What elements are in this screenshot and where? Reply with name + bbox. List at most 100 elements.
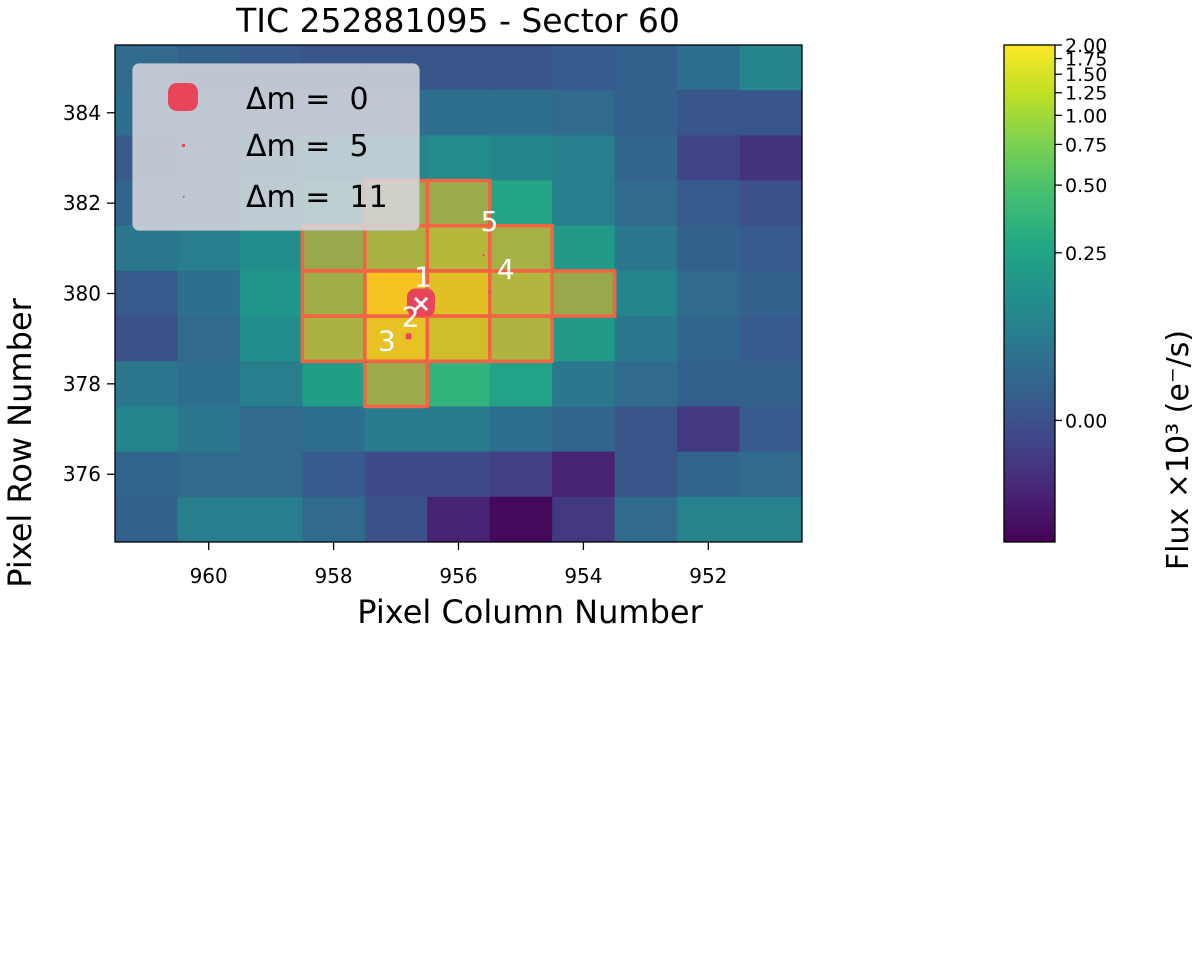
pixel-cell (739, 406, 803, 453)
pixel-cell (364, 451, 428, 498)
compass-east-label: E (911, 715, 924, 739)
pixel-cell (489, 451, 553, 498)
pixel-cell (739, 316, 803, 362)
pixel-cell (115, 361, 178, 407)
colorbar-tick-label: 0.25 (1065, 243, 1107, 265)
pixel-cell (552, 135, 616, 181)
pixel-cell (614, 90, 678, 136)
pixel-cell (489, 90, 553, 136)
pixel-cell (739, 496, 803, 543)
aperture-pixel-fill (364, 361, 428, 407)
pixel-cell (677, 451, 740, 498)
colorbar-gradient (1004, 45, 1055, 542)
pixel-cell (177, 406, 241, 453)
compass: E N (788, 715, 923, 860)
pixel-cell (739, 361, 803, 407)
pixel-cell (115, 270, 178, 317)
aperture-pixel-fill (302, 316, 365, 362)
pixel-cell (177, 225, 241, 272)
pixel-cell (614, 316, 678, 362)
pixel-cell (739, 90, 803, 136)
pixel-cell (677, 406, 740, 453)
pixel-cell (239, 225, 303, 272)
pixel-cell (677, 45, 740, 91)
y-tick-label: 380 (63, 282, 101, 306)
pixel-cell (177, 270, 241, 317)
colorbar-tick-label: 1.50 (1065, 64, 1107, 86)
pixel-cell (115, 451, 178, 498)
star-label-1: 1 (414, 261, 432, 294)
pixel-cell (364, 406, 428, 453)
pixel-cell (739, 225, 803, 272)
pixel-cell (552, 496, 616, 543)
pixel-cell (427, 406, 491, 453)
x-tick-label: 960 (190, 564, 228, 588)
star-label-2: 2 (402, 300, 420, 333)
colorbar-tick-label: 0.00 (1065, 410, 1107, 432)
colorbar: 2.001.751.501.251.00 0.75 0.50 0.25 0.00 Flu… (1003, 35, 1196, 570)
colorbar-tick-label: 2.00 (1065, 35, 1107, 57)
compass-north-arrowhead (788, 802, 804, 828)
pixel-cell (489, 496, 553, 543)
star-marker-4 (488, 290, 491, 293)
pixel-cell (177, 316, 241, 362)
pixel-cell (552, 406, 616, 453)
pixel-cell (614, 135, 678, 181)
pixel-cell (677, 225, 740, 272)
aperture-pixel-fill (489, 316, 553, 362)
pixel-cell (614, 45, 678, 91)
colorbar-tick-label: 1.75 (1065, 49, 1107, 71)
colorbar-label: Flux ×10³ (e⁻/s) (1161, 330, 1196, 570)
colorbar-ticks: 2.001.751.501.251.00 0.75 0.50 0.25 0.00 (1055, 35, 1107, 432)
pixel-cell (614, 225, 678, 272)
pixel-cell (115, 225, 178, 272)
pixel-cell (239, 316, 303, 362)
aperture-pixel (550, 269, 617, 318)
target-marker-icon: × (411, 290, 431, 318)
legend-marker-dm0 (168, 83, 198, 111)
star-label-4: 4 (497, 253, 515, 286)
legend: Δm = 0 Δm = 5 Δm = 11 (132, 63, 420, 231)
pixel-cell (677, 135, 740, 181)
pixel-cell (302, 406, 366, 453)
pixel-cell (239, 406, 303, 453)
pixel-cell (552, 180, 616, 227)
legend-label-dm5: Δm = 5 (246, 129, 369, 164)
aperture-pixel-fill (427, 225, 490, 271)
pixel-cell (427, 451, 491, 498)
x-axis-label: Pixel Column Number (357, 593, 703, 631)
pixel-cell (614, 406, 678, 453)
aperture-pixel-fill (489, 225, 553, 271)
pixel-cell (177, 451, 241, 498)
legend-label-dm0: Δm = 0 (246, 82, 369, 117)
star-marker-5 (482, 254, 485, 257)
aperture-pixel-fill (552, 270, 615, 317)
aperture-pixel-fill (489, 270, 553, 317)
x-tick-label: 952 (689, 564, 727, 588)
aperture-pixel-fill (364, 316, 428, 362)
y-tick-label: 384 (63, 101, 101, 125)
pixel-cell (739, 451, 803, 498)
pixel-cell (489, 406, 553, 453)
pixel-cell (677, 90, 740, 136)
pixel-cell (739, 45, 803, 91)
colorbar-frame (1003, 44, 1056, 543)
pixel-cell (239, 270, 303, 317)
pixel-cell (427, 135, 491, 181)
x-tick-label: 954 (564, 564, 602, 588)
colorbar-tick-label: 0.50 (1065, 175, 1107, 197)
pixel-cell (677, 180, 740, 227)
y-tick-label: 382 (63, 191, 101, 215)
pixel-cell (614, 270, 678, 317)
pixel-cell (489, 135, 553, 181)
legend-marker-dm5 (182, 144, 185, 147)
star-marker-1 (407, 288, 436, 317)
star-label-5: 5 (481, 205, 499, 238)
x-tick-label: 958 (314, 564, 352, 588)
pixel-cell (552, 451, 616, 498)
star-marker-3 (388, 346, 391, 349)
pixel-cell (614, 361, 678, 407)
pixel-cell (614, 180, 678, 227)
pixel-cell (115, 496, 178, 543)
pixel-cell (614, 496, 678, 543)
